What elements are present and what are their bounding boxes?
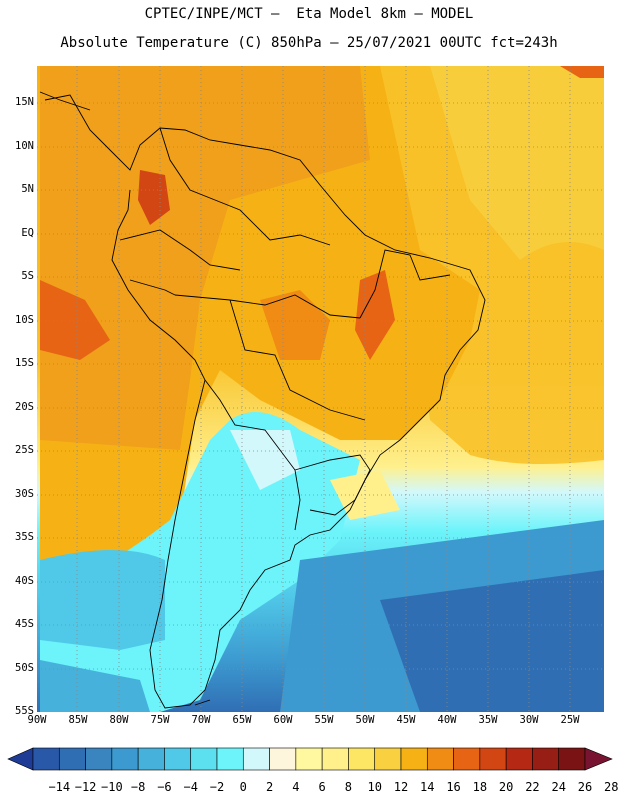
- lat-label: 35S: [15, 531, 34, 543]
- title-line-1: CPTEC/INPE/MCT – Eta Model 8km – MODEL: [144, 6, 474, 22]
- lat-label: 50S: [15, 662, 34, 674]
- lon-label: 80W: [109, 714, 129, 726]
- colorbar-label: −14: [48, 780, 71, 794]
- colorbar-label: −12: [74, 780, 97, 794]
- lon-label: 65W: [232, 714, 252, 726]
- lon-label: 55W: [314, 714, 334, 726]
- lat-label: 40S: [15, 575, 34, 587]
- colorbar-label: −2: [209, 780, 225, 794]
- colorbar-label: 8: [344, 780, 353, 794]
- colorbar-swatch: [426, 747, 454, 771]
- lon-label: 40W: [437, 714, 457, 726]
- coastlines: [39, 91, 486, 709]
- colorbar-label: 2: [265, 780, 274, 794]
- colorbar-swatch: [58, 747, 86, 771]
- lon-label: 30W: [519, 714, 539, 726]
- colorbar-swatch: [479, 747, 507, 771]
- lon-label: 35W: [478, 714, 498, 726]
- colorbar-swatch: [348, 747, 376, 771]
- lat-label: 5S: [21, 270, 34, 282]
- colorbar-swatch: [242, 747, 270, 771]
- lat-label: 5N: [21, 183, 34, 195]
- lon-label: 60W: [273, 714, 293, 726]
- lon-label: 70W: [191, 714, 211, 726]
- colorbar-swatch: [164, 747, 192, 771]
- title-line-2: Absolute Temperature (C) 850hPa – 25/07/…: [60, 35, 558, 51]
- colorbar-swatch: [216, 747, 244, 771]
- colorbar-label: 14: [420, 780, 435, 794]
- lon-label: 85W: [68, 714, 88, 726]
- colorbar-label: 26: [577, 780, 593, 794]
- colorbar-label: −6: [157, 780, 172, 794]
- colorbar-label: 4: [292, 780, 300, 794]
- colorbar-swatch: [453, 747, 481, 771]
- colorbar-swatch: [374, 747, 402, 771]
- colorbar-swatch: [321, 747, 349, 771]
- colorbar-swatch: [295, 747, 323, 771]
- lat-label: EQ: [21, 227, 34, 239]
- colorbar-label: 0: [239, 780, 247, 794]
- lon-label: 25W: [560, 714, 580, 726]
- lon-label: 50W: [355, 714, 375, 726]
- colorbar-swatch: [111, 747, 139, 771]
- colorbar-label: 28: [604, 780, 618, 794]
- lat-label: 55S: [15, 705, 34, 717]
- colorbar-arrow-right: [584, 747, 613, 771]
- temperature-field: [37, 66, 604, 712]
- lon-label: 90W: [27, 714, 47, 726]
- colorbar-label: 16: [446, 780, 461, 794]
- lat-label: 10S: [15, 314, 34, 326]
- colorbar-swatch: [400, 747, 428, 771]
- colorbar-swatch: [558, 747, 586, 771]
- lat-label: 10N: [15, 140, 34, 152]
- lon-label: 75W: [150, 714, 170, 726]
- colorbar-label: 24: [551, 780, 566, 794]
- colorbar-label: −8: [130, 780, 146, 794]
- colorbar-swatch: [190, 747, 218, 771]
- colorbar-label: 6: [318, 780, 326, 794]
- colorbar-swatch: [32, 747, 60, 771]
- colorbar-arrow-left: [7, 747, 34, 771]
- lon-label: 45W: [396, 714, 416, 726]
- colorbar-label: 12: [393, 780, 409, 794]
- colorbar-label: 20: [498, 780, 514, 794]
- lat-label: 30S: [15, 488, 34, 500]
- lat-label: 15N: [15, 96, 34, 108]
- colorbar-label: −4: [183, 780, 198, 794]
- graticule: [37, 66, 604, 712]
- lat-label: 45S: [15, 618, 34, 630]
- colorbar-label: 10: [367, 780, 382, 794]
- colorbar-label: 22: [525, 780, 540, 794]
- lat-label: 20S: [15, 401, 34, 413]
- colorbar-swatch: [269, 747, 297, 771]
- colorbar-label: −10: [101, 780, 123, 794]
- colorbar-swatch: [137, 747, 165, 771]
- colorbar-swatch: [505, 747, 533, 771]
- colorbar-swatch: [532, 747, 560, 771]
- lat-label: 25S: [15, 444, 34, 456]
- colorbar-swatch: [85, 747, 113, 771]
- colorbar: [7, 747, 613, 771]
- lat-label: 15S: [15, 357, 34, 369]
- colorbar-label: 18: [472, 780, 488, 794]
